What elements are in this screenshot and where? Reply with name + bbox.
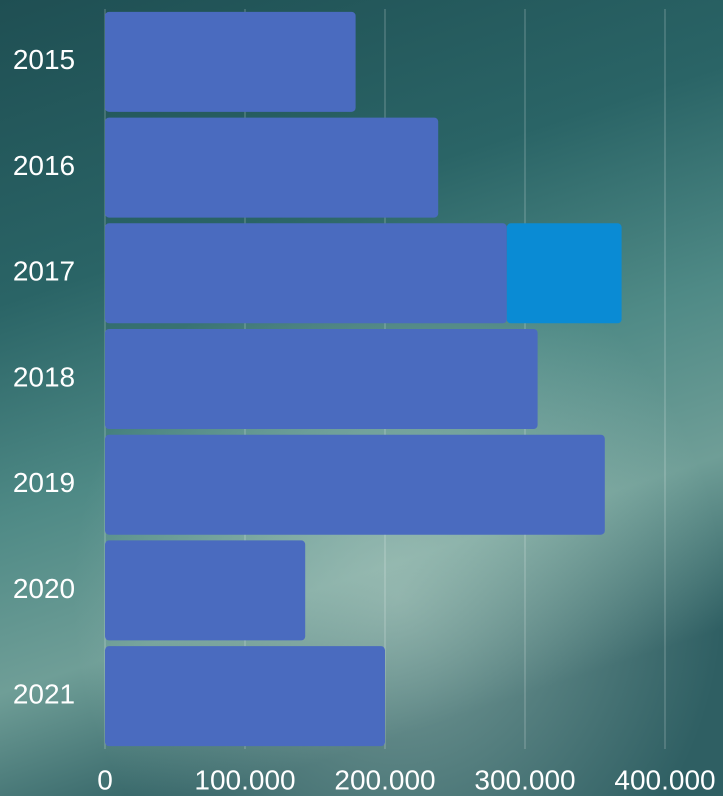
- x-tick-label: 100.000: [194, 764, 295, 795]
- y-tick-label: 2015: [13, 44, 75, 75]
- x-tick-label: 0: [97, 764, 113, 795]
- x-tick-label: 300.000: [474, 764, 575, 795]
- bar: [105, 434, 605, 535]
- bar: [506, 223, 622, 324]
- y-tick-label: 2020: [13, 573, 75, 604]
- y-tick-label: 2017: [13, 256, 75, 287]
- bar: [105, 117, 439, 218]
- bar: [105, 329, 538, 429]
- bar: [105, 223, 507, 324]
- bar: [105, 646, 385, 747]
- y-tick-label: 2018: [13, 361, 75, 392]
- y-tick-label: 2016: [13, 150, 75, 181]
- y-tick-label: 2021: [13, 679, 75, 710]
- y-tick-label: 2019: [13, 467, 75, 498]
- bar: [105, 11, 356, 112]
- x-tick-label: 400.000: [614, 764, 715, 795]
- x-tick-label: 200.000: [334, 764, 435, 795]
- bar: [105, 540, 306, 641]
